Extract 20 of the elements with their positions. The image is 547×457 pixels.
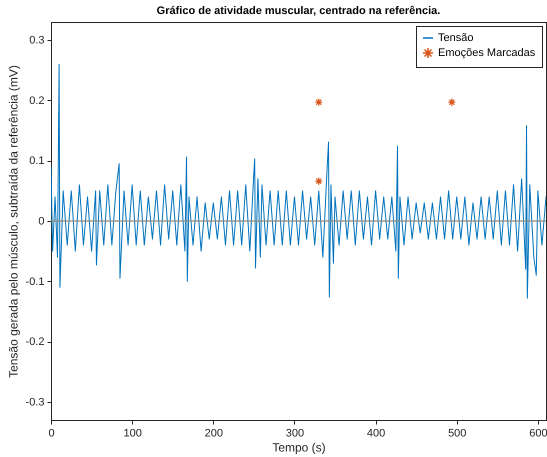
legend-label: Tensão bbox=[438, 32, 474, 44]
y-tick-label: -0.1 bbox=[26, 276, 44, 288]
y-tick-label: 0 bbox=[38, 216, 44, 228]
chart-title: Gráfico de atividade muscular, centrado na referência. bbox=[156, 5, 440, 17]
x-tick-label: 400 bbox=[366, 428, 386, 440]
x-tick-label: 300 bbox=[286, 428, 304, 440]
legend-label: Emoções Marcadas bbox=[438, 47, 536, 59]
x-axis-title: Tempo (s) bbox=[272, 440, 326, 454]
line-series bbox=[51, 64, 546, 299]
y-tick-label: 0.1 bbox=[29, 155, 44, 168]
y-tick-label: 0.2 bbox=[29, 94, 44, 107]
x-tick-label: 0 bbox=[48, 428, 55, 440]
x-tick-label: 500 bbox=[448, 428, 466, 440]
x-tick-label: 200 bbox=[204, 428, 223, 440]
y-tick-label: 0.3 bbox=[29, 34, 44, 47]
x-tick-label: 100 bbox=[123, 428, 142, 440]
y-tick-label: -0.2 bbox=[26, 336, 44, 348]
y-axis-title: Tensão gerada pelo músculo, subtraída da referência (mV) bbox=[6, 65, 21, 378]
y-tick-label: -0.3 bbox=[26, 396, 44, 408]
x-tick-label: 600 bbox=[529, 428, 547, 440]
